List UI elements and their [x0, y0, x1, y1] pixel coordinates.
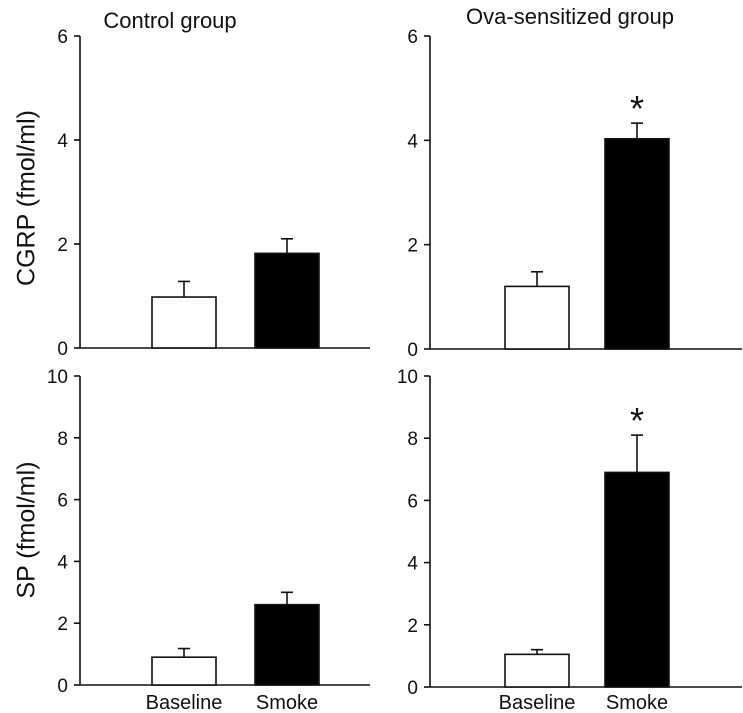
bar-smoke — [254, 252, 320, 349]
bar-baseline — [504, 653, 570, 688]
x-category-label: Baseline — [146, 692, 223, 713]
y-tick-label: 4 — [57, 131, 68, 152]
chart-panel-4: 0 2 4 6 8 10 Baseline * Smoke — [397, 367, 742, 713]
bar-smoke — [254, 603, 320, 686]
y-tick-label: 0 — [407, 678, 418, 699]
panel-title: Ova-sensitized group — [466, 4, 674, 29]
y-tick-label: 2 — [407, 616, 418, 637]
chart-panel-2: 0 2 4 6 * Ova-sensitized group — [407, 4, 742, 361]
x-category-label: Smoke — [256, 692, 318, 713]
y-axis-label: SP (fmol/ml) — [13, 461, 41, 598]
significance-marker: * — [630, 88, 644, 129]
bar-baseline — [151, 656, 217, 686]
y-tick-label: 10 — [397, 367, 418, 388]
y-tick-label: 4 — [407, 554, 418, 575]
bar-baseline — [151, 296, 217, 349]
y-tick-label: 4 — [57, 552, 68, 573]
y-tick-label: 8 — [407, 429, 418, 450]
y-tick-label: 2 — [57, 614, 68, 635]
x-category-label: Baseline — [499, 692, 576, 713]
y-tick-label: 2 — [407, 236, 418, 257]
bar-baseline — [504, 285, 570, 350]
y-tick-label: 10 — [47, 367, 68, 388]
bar-smoke — [604, 137, 670, 350]
panel-title: Control group — [103, 8, 236, 33]
y-tick-label: 6 — [57, 491, 68, 512]
y-tick-label: 8 — [57, 429, 68, 450]
y-tick-label: 6 — [407, 27, 418, 48]
y-tick-label: 6 — [57, 27, 68, 48]
y-tick-label: 2 — [57, 235, 68, 256]
x-category-label: Smoke — [606, 692, 668, 713]
chart-panel-1: 0 2 4 6 Control group CGRP (fmol/ml) — [13, 8, 370, 360]
y-tick-label: 0 — [407, 340, 418, 361]
y-tick-label: 4 — [407, 131, 418, 152]
y-tick-label: 0 — [57, 339, 68, 360]
y-tick-label: 0 — [57, 676, 68, 697]
significance-marker: * — [630, 400, 644, 441]
y-tick-label: 6 — [407, 491, 418, 512]
y-axis-label: CGRP (fmol/ml) — [13, 110, 41, 286]
chart-panel-3: 0 2 4 6 8 10 Baseline Smoke SP (fmol/ml) — [13, 367, 370, 713]
bar-smoke — [604, 471, 670, 688]
